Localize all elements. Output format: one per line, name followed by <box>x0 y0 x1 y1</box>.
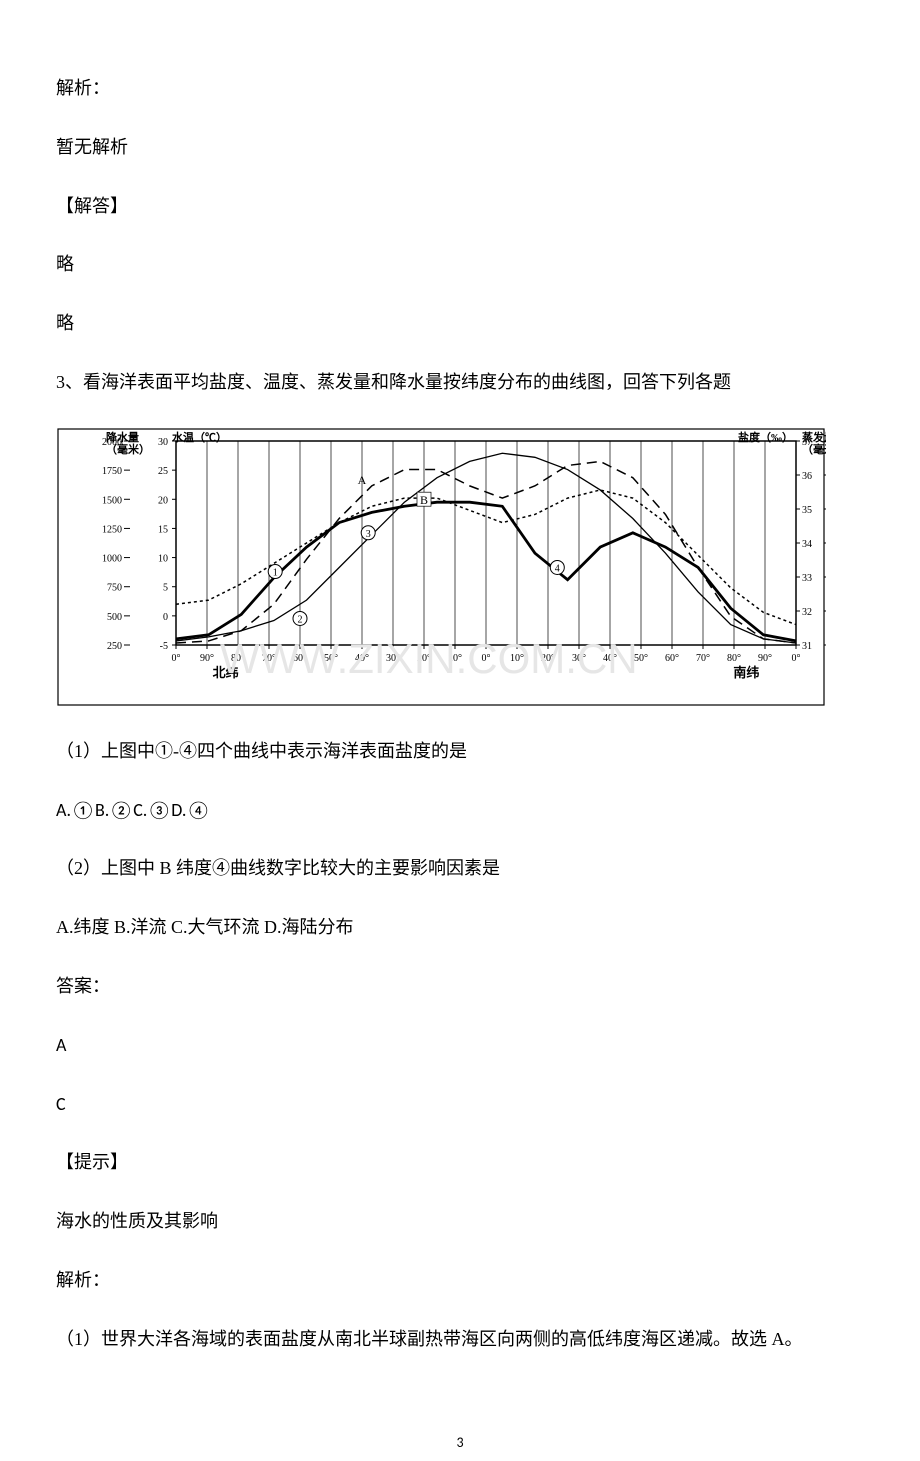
svg-text:降水量: 降水量 <box>106 430 139 444</box>
svg-text:20°: 20° <box>417 653 431 664</box>
svg-text:2: 2 <box>298 614 303 625</box>
svg-text:1500: 1500 <box>102 495 122 506</box>
svg-text:10°: 10° <box>510 653 524 664</box>
para-q2: （2）上图中 B 纬度④曲线数字比较大的主要影响因素是 <box>56 854 864 883</box>
svg-text:20°: 20° <box>541 653 555 664</box>
svg-text:90°: 90° <box>758 653 772 664</box>
para-omitted-1: 略 <box>56 250 864 279</box>
svg-text:蒸发量: 蒸发量 <box>802 430 826 444</box>
svg-text:60°: 60° <box>665 653 679 664</box>
svg-text:70°: 70° <box>262 653 276 664</box>
svg-text:15: 15 <box>158 524 168 535</box>
para-hint-text: 海水的性质及其影响 <box>56 1207 864 1236</box>
svg-text:33: 33 <box>802 573 812 584</box>
para-no-analysis: 暂无解析 <box>56 133 864 162</box>
svg-text:35: 35 <box>802 505 812 516</box>
chart-svg: 0°90°80°70°60°50°40°30°20°10°0°10°20°30°… <box>56 427 826 707</box>
svg-text:80°: 80° <box>231 653 245 664</box>
svg-text:50°: 50° <box>324 653 338 664</box>
svg-text:5: 5 <box>163 582 168 593</box>
para-analysis-label-2: 解析： <box>56 1266 864 1295</box>
svg-text:250: 250 <box>107 641 122 652</box>
svg-text:3: 3 <box>366 529 371 540</box>
para-answer-heading: 答案： <box>56 972 864 1001</box>
svg-text:30: 30 <box>158 437 168 448</box>
svg-text:北纬: 北纬 <box>213 665 239 680</box>
para-q2-options: A.纬度 B.洋流 C.大气环流 D.海陆分布 <box>56 913 864 942</box>
svg-text:1000: 1000 <box>102 553 122 564</box>
para-omitted-2: 略 <box>56 309 864 338</box>
para-q1-options: A.①B.②C.③D.④ <box>56 796 864 825</box>
svg-text:A: A <box>358 473 367 487</box>
svg-text:60°: 60° <box>293 653 307 664</box>
para-analysis-1: （1）世界大洋各海域的表面盐度从南北半球副热带海区向两侧的高低纬度海区递减。故选… <box>56 1325 864 1354</box>
svg-text:70°: 70° <box>696 653 710 664</box>
svg-text:B: B <box>420 493 428 507</box>
page-number: 3 <box>56 1384 864 1461</box>
svg-text:10°: 10° <box>448 653 462 664</box>
svg-text:31: 31 <box>802 641 812 652</box>
svg-text:4: 4 <box>555 563 560 574</box>
svg-text:0°: 0° <box>792 653 801 664</box>
svg-text:南纬: 南纬 <box>733 665 759 680</box>
svg-text:30°: 30° <box>386 653 400 664</box>
svg-text:（毫米）: （毫米） <box>802 442 826 456</box>
svg-text:36: 36 <box>802 471 812 482</box>
page: 解析： 暂无解析 【解答】 略 略 3、看海洋表面平均盐度、温度、蒸发量和降水量… <box>0 0 920 1461</box>
para-q1: （1）上图中①-④四个曲线中表示海洋表面盐度的是 <box>56 737 864 766</box>
svg-text:0°: 0° <box>172 653 181 664</box>
svg-text:25: 25 <box>158 466 168 477</box>
svg-text:750: 750 <box>107 582 122 593</box>
para-analysis-label: 解析： <box>56 74 864 103</box>
svg-text:500: 500 <box>107 612 122 623</box>
svg-text:0: 0 <box>163 612 168 623</box>
svg-text:0°: 0° <box>482 653 491 664</box>
svg-text:90°: 90° <box>200 653 214 664</box>
svg-text:32: 32 <box>802 607 812 618</box>
para-answer-a: A <box>56 1031 864 1060</box>
svg-text:10: 10 <box>158 553 168 564</box>
svg-text:1: 1 <box>273 567 278 578</box>
chart-figure: 0°90°80°70°60°50°40°30°20°10°0°10°20°30°… <box>56 427 826 707</box>
svg-text:80°: 80° <box>727 653 741 664</box>
svg-text:40°: 40° <box>603 653 617 664</box>
svg-text:（毫米）: （毫米） <box>106 442 150 456</box>
para-answer-label: 【解答】 <box>56 192 864 221</box>
para-question-stem: 3、看海洋表面平均盐度、温度、蒸发量和降水量按纬度分布的曲线图，回答下列各题 <box>56 368 864 397</box>
svg-text:20: 20 <box>158 495 168 506</box>
svg-text:水温（℃）: 水温（℃） <box>172 430 227 444</box>
svg-text:盐度（‰）: 盐度（‰） <box>738 430 793 444</box>
svg-text:1750: 1750 <box>102 466 122 477</box>
svg-text:30°: 30° <box>572 653 586 664</box>
svg-text:-5: -5 <box>160 641 168 652</box>
svg-text:50°: 50° <box>634 653 648 664</box>
svg-text:1250: 1250 <box>102 524 122 535</box>
svg-text:34: 34 <box>802 539 812 550</box>
para-hint-label: 【提示】 <box>56 1148 864 1177</box>
svg-text:40°: 40° <box>355 653 369 664</box>
para-answer-c: C <box>56 1090 864 1119</box>
